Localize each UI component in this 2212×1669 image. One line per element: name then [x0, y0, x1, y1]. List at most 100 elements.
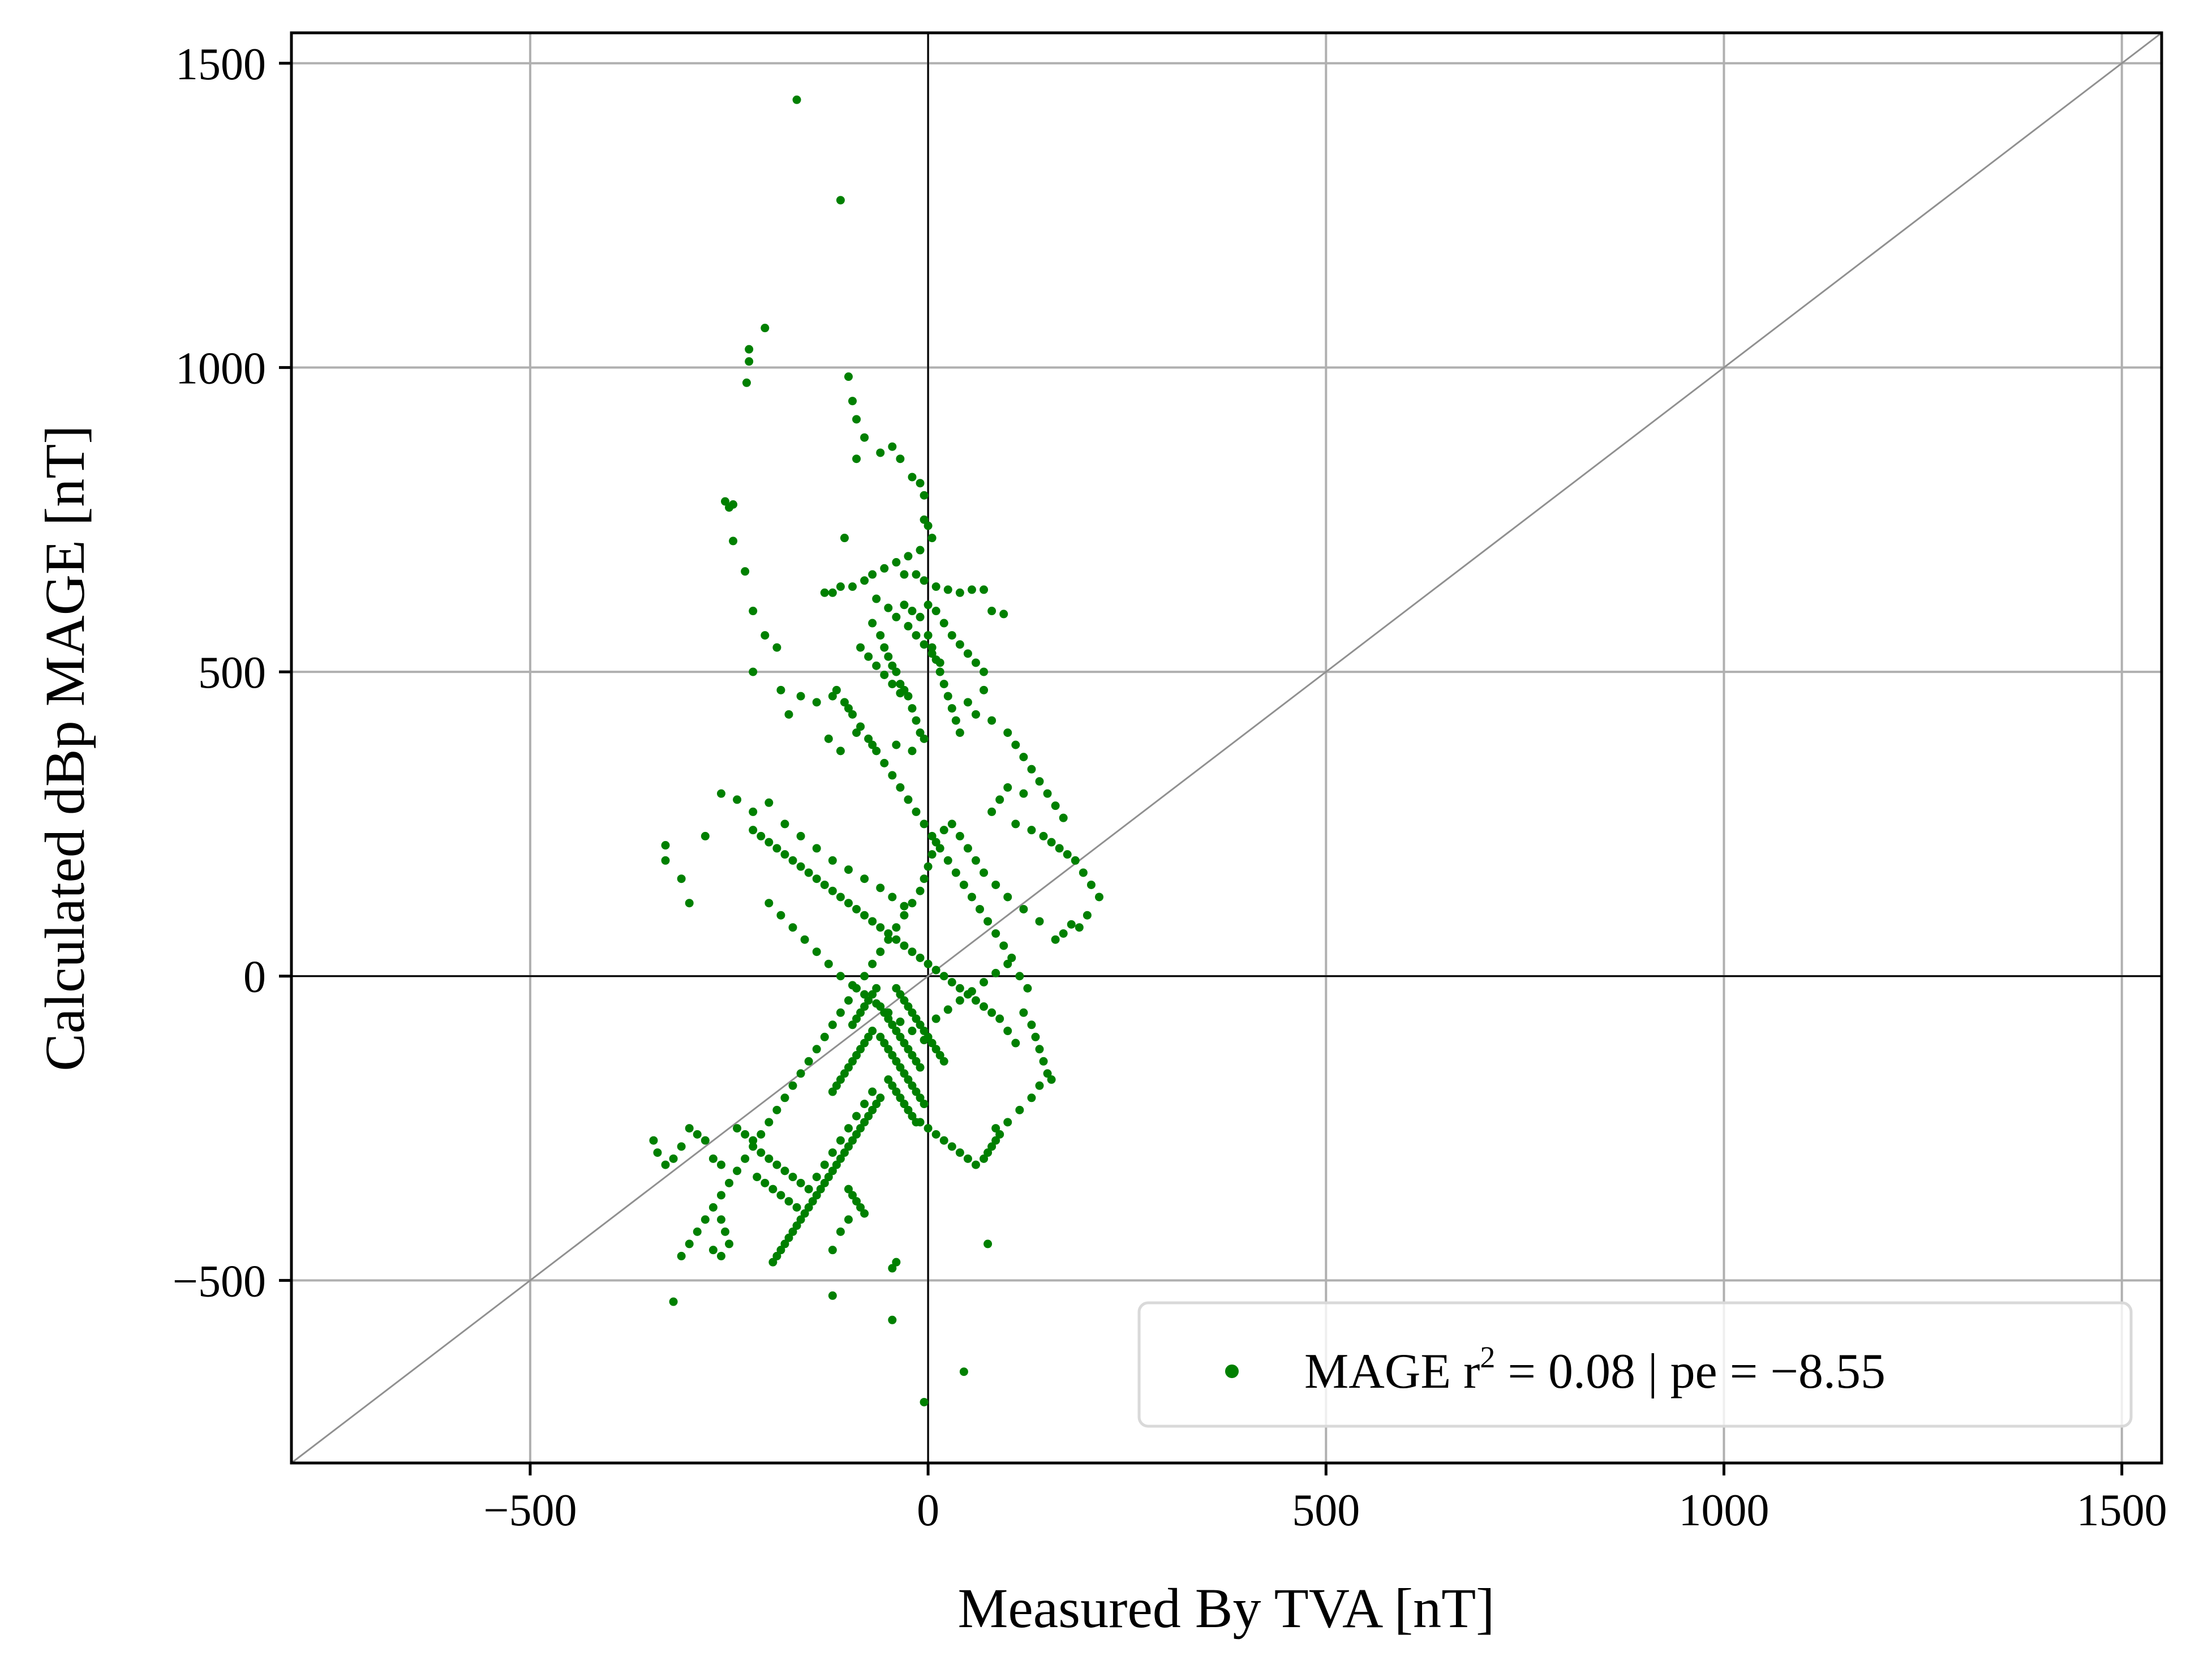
data-point — [943, 1005, 952, 1014]
data-point — [792, 1221, 801, 1230]
data-point — [963, 990, 972, 999]
x-tick-label: 1000 — [1678, 1486, 1769, 1535]
data-point — [991, 929, 1000, 938]
data-point — [720, 1227, 729, 1236]
data-point — [912, 807, 921, 816]
data-point — [848, 710, 857, 719]
data-point — [908, 1027, 917, 1036]
data-point — [916, 953, 925, 962]
data-point — [888, 893, 897, 902]
data-point — [1031, 1032, 1040, 1041]
data-point — [780, 820, 789, 829]
data-point — [904, 1075, 913, 1084]
data-point — [896, 1017, 905, 1026]
data-point — [868, 1105, 877, 1114]
data-point — [716, 1191, 725, 1200]
data-point — [772, 844, 781, 853]
identity-line — [291, 32, 2162, 1464]
data-point — [924, 959, 933, 968]
data-point — [848, 981, 857, 990]
data-point — [900, 1039, 909, 1048]
data-point — [844, 1142, 853, 1151]
data-point — [1047, 838, 1056, 847]
data-point — [685, 1124, 694, 1133]
data-point — [947, 1142, 956, 1151]
data-point — [916, 1118, 925, 1127]
data-point — [939, 619, 948, 628]
data-point — [955, 831, 964, 840]
data-point — [904, 692, 913, 701]
data-point — [991, 968, 1000, 977]
data-point — [991, 880, 1000, 889]
y-tick-label: −500 — [173, 1256, 266, 1306]
data-point — [939, 826, 948, 835]
data-point — [864, 652, 873, 661]
data-point — [788, 923, 797, 932]
data-point — [828, 856, 837, 865]
data-point — [904, 1045, 913, 1054]
data-point — [836, 1136, 845, 1145]
data-point — [908, 607, 917, 616]
data-point — [788, 1227, 797, 1236]
data-point — [931, 1130, 940, 1139]
data-point — [824, 734, 833, 743]
data-point — [772, 1105, 781, 1114]
data-point — [927, 850, 937, 859]
data-point — [1075, 923, 1084, 932]
data-point — [920, 491, 929, 500]
data-point — [788, 1081, 797, 1090]
data-point — [812, 1045, 821, 1054]
data-point — [828, 1246, 837, 1255]
data-point — [912, 631, 921, 640]
data-point — [920, 1027, 929, 1036]
data-point — [908, 947, 917, 956]
data-point — [920, 1397, 929, 1406]
legend-marker — [1225, 1365, 1239, 1378]
data-point — [741, 1130, 750, 1139]
data-point — [708, 1203, 718, 1212]
data-point — [888, 1264, 897, 1273]
data-point — [951, 868, 960, 877]
data-point — [872, 594, 881, 603]
data-point — [860, 1100, 869, 1109]
data-point — [701, 831, 710, 840]
data-point — [924, 521, 933, 530]
data-point — [876, 1093, 885, 1102]
data-point — [888, 1020, 897, 1029]
data-point — [844, 704, 853, 713]
data-point — [987, 716, 997, 725]
data-point — [900, 996, 909, 1005]
data-point — [725, 1239, 734, 1248]
data-point — [916, 1020, 925, 1029]
data-point — [812, 1173, 821, 1182]
data-point — [1027, 1093, 1036, 1102]
data-point — [836, 746, 845, 756]
data-point — [1039, 831, 1048, 840]
data-point — [947, 704, 956, 713]
data-point — [904, 1002, 913, 1011]
data-point — [872, 661, 881, 670]
data-point — [1027, 826, 1036, 835]
data-point — [860, 990, 869, 999]
data-point — [884, 603, 893, 612]
data-point — [955, 640, 964, 649]
data-point — [868, 990, 877, 999]
data-point — [816, 1185, 825, 1194]
data-point — [749, 826, 758, 835]
data-point — [896, 1093, 905, 1102]
data-point — [1086, 880, 1096, 889]
data-point — [884, 1045, 893, 1054]
data-point — [1083, 911, 1092, 920]
data-point — [725, 1178, 734, 1187]
data-point — [742, 378, 751, 387]
data-point — [888, 1051, 897, 1060]
x-tick-label: −500 — [483, 1486, 577, 1535]
data-point — [888, 680, 897, 689]
data-point — [848, 1136, 857, 1145]
data-point — [788, 1173, 797, 1182]
data-point — [908, 1112, 917, 1121]
data-point — [896, 689, 905, 698]
data-point — [884, 935, 893, 944]
data-point — [876, 1032, 885, 1041]
